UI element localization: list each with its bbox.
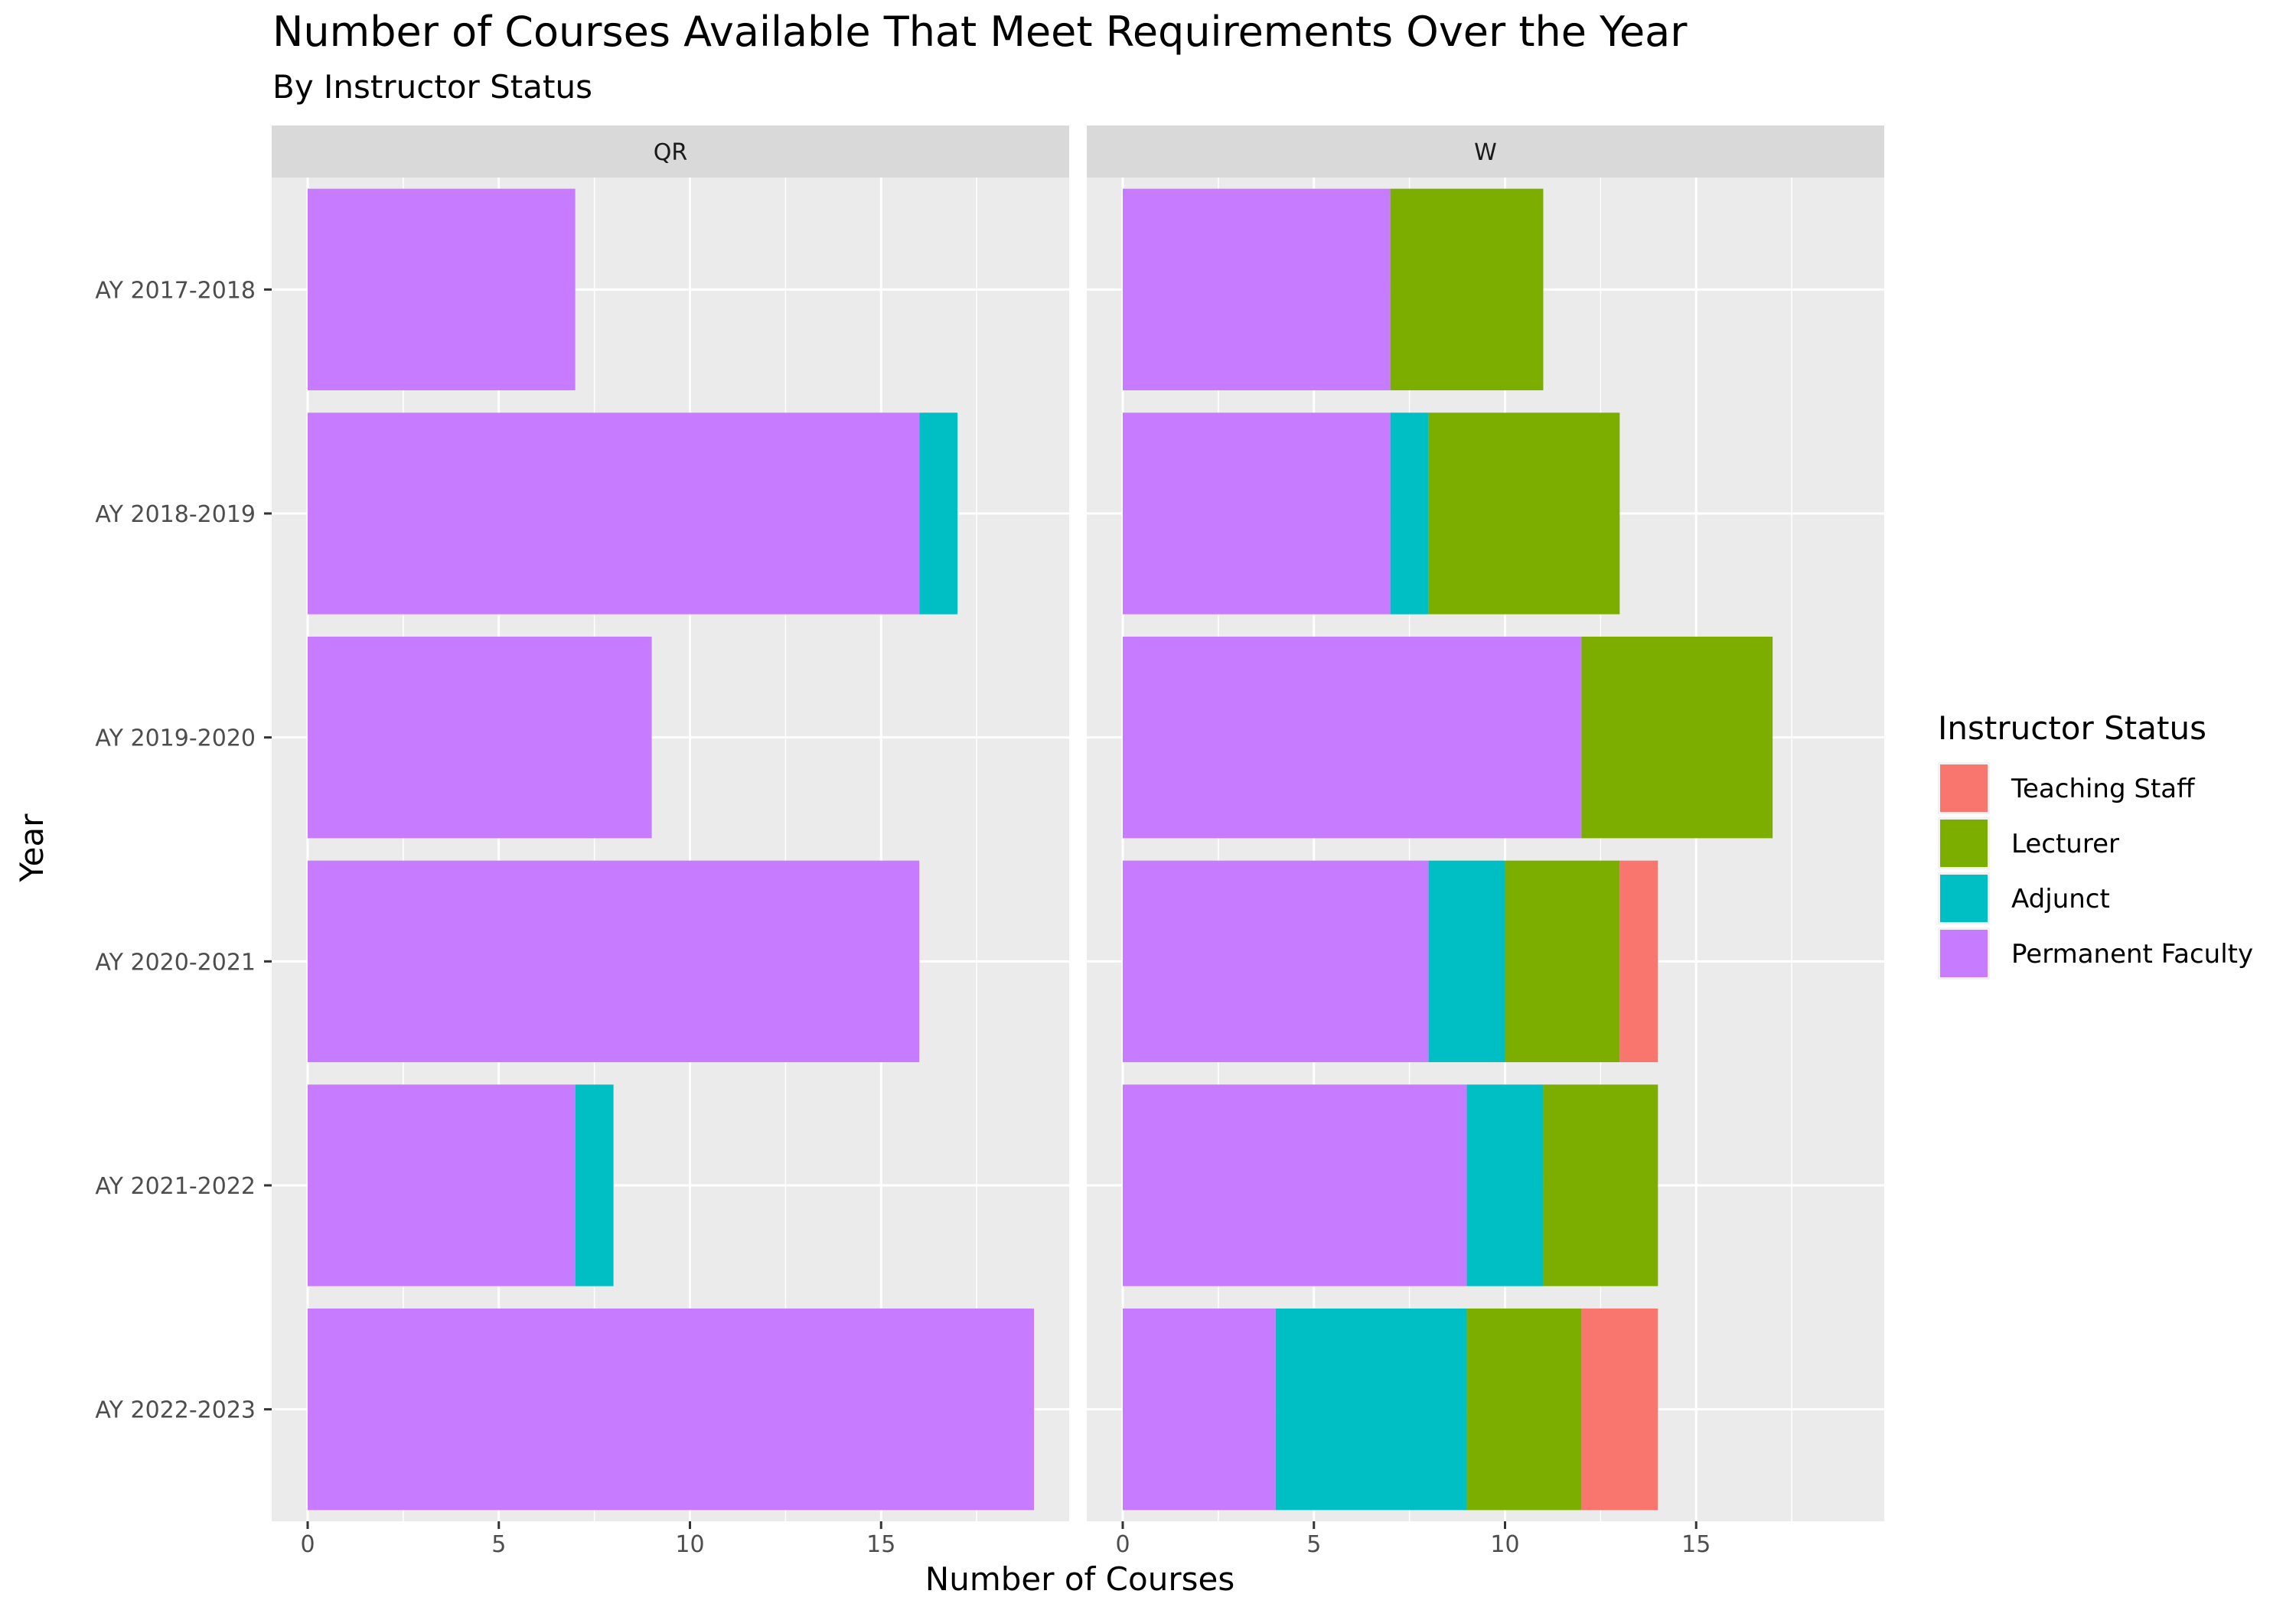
panel-background	[1087, 178, 1884, 1521]
strip-label: W	[1474, 139, 1497, 166]
y-tick-label: AY 2020-2021	[95, 949, 256, 976]
bar-adjunct	[1390, 412, 1429, 614]
bar-lecturer	[1581, 636, 1773, 839]
bar-permanent-faculty	[308, 636, 652, 839]
legend-key-permanent-faculty	[1940, 930, 1988, 977]
panel-w: W 0 5 10 15	[1087, 125, 1884, 1558]
x-tick-label: 0	[300, 1531, 315, 1558]
bar-lecturer	[1466, 1308, 1582, 1511]
bar-permanent-faculty	[1123, 412, 1391, 614]
y-tick-label: AY 2019-2020	[95, 725, 256, 752]
bar-permanent-faculty	[308, 188, 576, 391]
strip-background	[1087, 125, 1884, 178]
chart-title: Number of Courses Available That Meet Re…	[272, 8, 1688, 56]
strip-label: QR	[654, 139, 687, 166]
bar-teaching-staff	[1581, 1308, 1658, 1511]
panel-background	[272, 178, 1069, 1521]
x-tick-label: 10	[1490, 1531, 1519, 1558]
panel-qr: QR 0 5 10 15	[272, 125, 1069, 1558]
x-tick-label: 15	[866, 1531, 895, 1558]
legend-label: Teaching Staff	[2011, 774, 2196, 804]
bar-teaching-staff	[1619, 860, 1658, 1063]
bar-adjunct	[1428, 860, 1505, 1063]
legend-label: Adjunct	[2011, 884, 2110, 914]
bar-permanent-faculty	[1123, 860, 1429, 1063]
legend-title: Instructor Status	[1938, 709, 2206, 747]
strip-background	[272, 125, 1069, 178]
y-tick-label: AY 2022-2023	[95, 1397, 256, 1424]
x-tick-label: 5	[1306, 1531, 1321, 1558]
bar-adjunct	[575, 1084, 614, 1286]
legend-label: Permanent Faculty	[2011, 939, 2253, 970]
x-tick-label: 5	[491, 1531, 506, 1558]
bar-lecturer	[1505, 860, 1620, 1063]
x-tick-label: 10	[675, 1531, 704, 1558]
bar-permanent-faculty	[1123, 1308, 1276, 1511]
bar-permanent-faculty	[1123, 636, 1582, 839]
bar-adjunct	[1466, 1084, 1544, 1286]
bar-lecturer	[1543, 1084, 1658, 1286]
bar-adjunct	[919, 412, 958, 614]
bar-permanent-faculty	[308, 1084, 576, 1286]
bar-permanent-faculty	[308, 860, 920, 1063]
legend-label: Lecturer	[2011, 829, 2119, 859]
bar-permanent-faculty	[1123, 188, 1391, 391]
bar-lecturer	[1390, 188, 1544, 391]
y-tick-label: AY 2021-2022	[95, 1173, 256, 1200]
legend-key-adjunct	[1940, 875, 1988, 922]
bar-permanent-faculty	[308, 412, 920, 614]
legend: Instructor Status Teaching Staff Lecturer…	[1938, 709, 2253, 980]
legend-key-lecturer	[1940, 820, 1988, 867]
x-tick-label: 15	[1681, 1531, 1711, 1558]
bar-permanent-faculty	[308, 1308, 1035, 1511]
x-tick-label: 0	[1115, 1531, 1130, 1558]
panels: QR 0 5 10 15 W 0 5 10 15	[272, 125, 1884, 1558]
x-axis-title: Number of Courses	[925, 1560, 1234, 1598]
bar-adjunct	[1275, 1308, 1467, 1511]
legend-key-teaching-staff	[1940, 764, 1988, 812]
y-tick-label: AY 2017-2018	[95, 277, 256, 304]
y-axis: AY 2017-2018 AY 2018-2019 AY 2019-2020 AY 2…	[95, 277, 272, 1424]
chart-subtitle: By Instructor Status	[272, 68, 592, 106]
bar-lecturer	[1428, 412, 1620, 614]
bar-permanent-faculty	[1123, 1084, 1467, 1286]
y-tick-label: AY 2018-2019	[95, 501, 256, 528]
y-axis-title: Year	[13, 813, 51, 883]
